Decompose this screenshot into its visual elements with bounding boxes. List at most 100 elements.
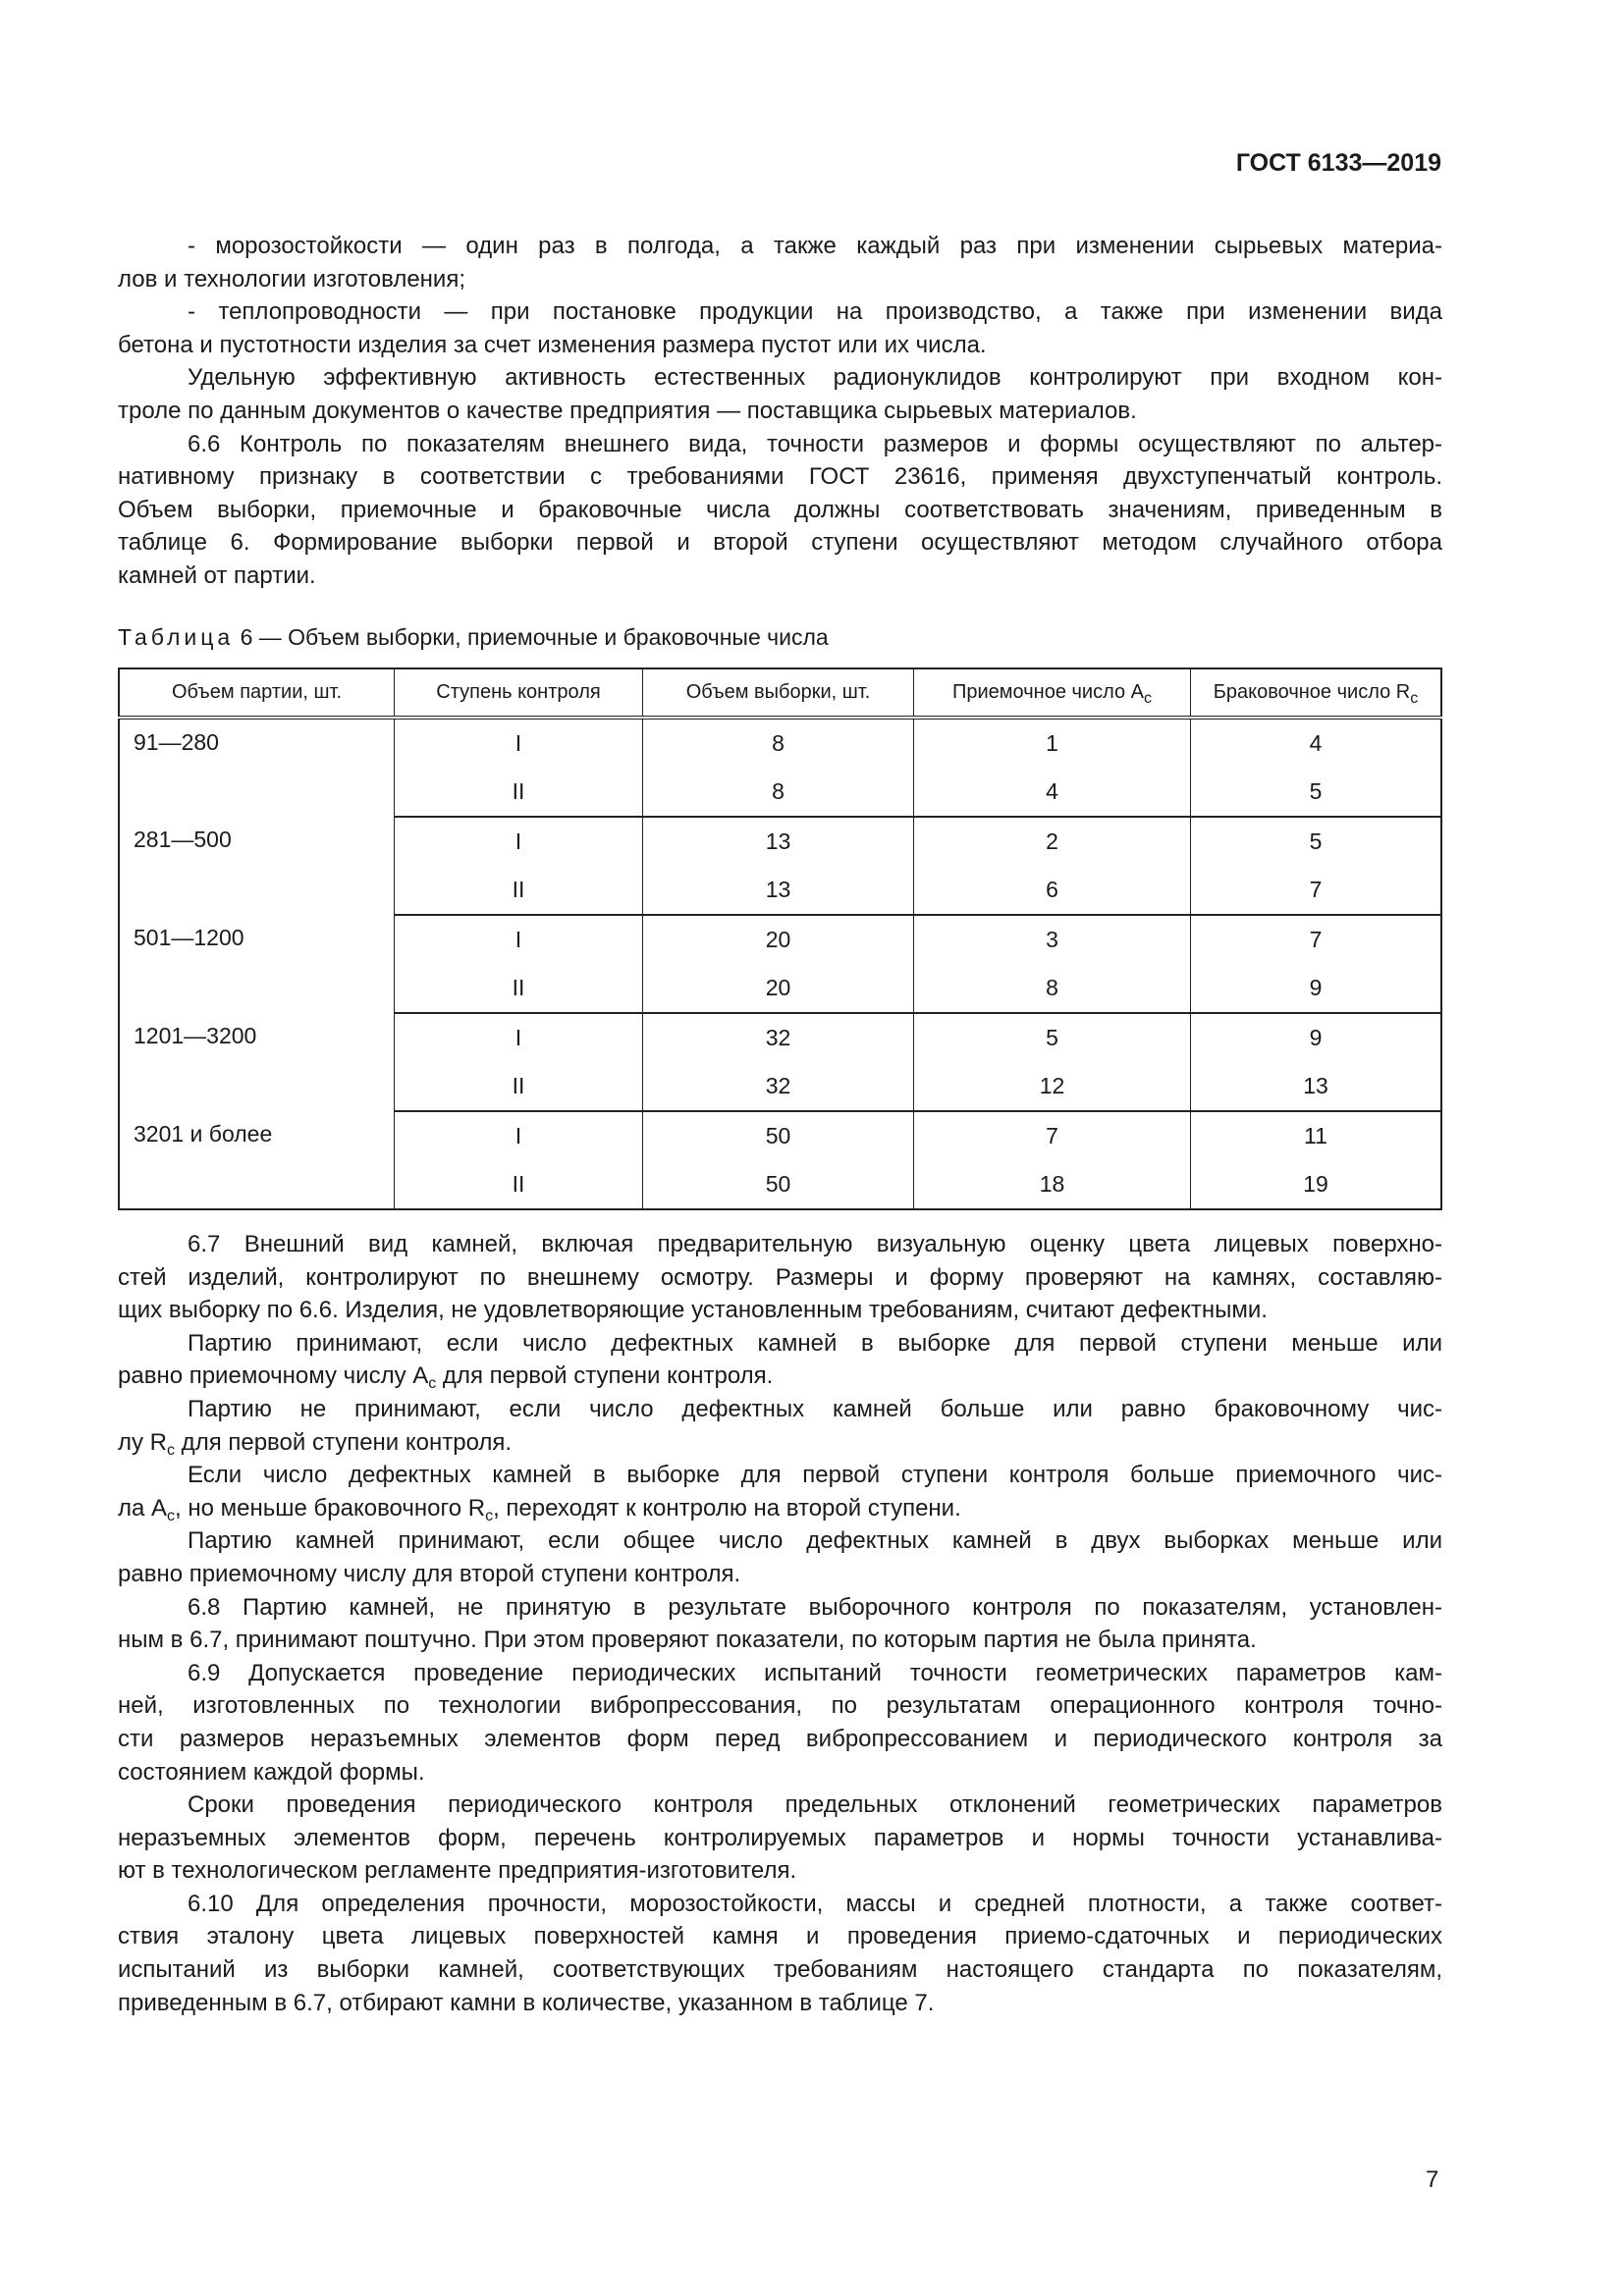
subscript: c (167, 1441, 176, 1459)
document-id: ГОСТ 6133—2019 (1235, 149, 1441, 177)
text-line: ным в 6.7, принимают поштучно. При этом … (118, 1627, 1257, 1654)
table-cell: 5 (913, 1013, 1191, 1062)
table-cell: I (394, 1111, 643, 1160)
table-cell: 50 (642, 1160, 914, 1210)
table-cell: 13 (642, 817, 914, 866)
text-line: Сроки проведения периодического контроля… (188, 1791, 1442, 1819)
col-rejection: Браковочное число Rc (1190, 667, 1442, 720)
text-before-table: - морозостойкости — один раз в полгода, … (118, 230, 1442, 593)
table-cell: 50 (642, 1111, 914, 1160)
table-cell: I (394, 718, 643, 768)
text-line: - теплопроводности — при постановке прод… (188, 298, 1442, 326)
table-cell: 3 (913, 915, 1191, 964)
text-line: испытаний из выборки камней, соответству… (118, 1956, 1442, 1984)
sampling-table: Объем партии, шт. Ступень контроля Объем… (118, 667, 1442, 1210)
subscript: c (167, 1507, 176, 1524)
table-row: 501—1200 I 20 3 7 (118, 915, 1442, 1013)
table-cell: 18 (913, 1160, 1191, 1210)
text-line: состоянием каждой формы. (118, 1758, 425, 1786)
table-cell: 20 (642, 915, 914, 964)
text-line: Партию камней принимают, если общее числ… (188, 1527, 1442, 1555)
table-row: II 32 12 13 (119, 1062, 1442, 1112)
text-line: Партию не принимают, если число дефектны… (188, 1395, 1442, 1422)
table-cell: 5 (1190, 817, 1442, 866)
table-row: 91—280 I 8 1 4 (118, 718, 1442, 817)
lot-size-cell: 3201 и более (118, 1111, 395, 1209)
table-cell: 8 (913, 964, 1191, 1014)
caption-text: 6 — Объем выборки, приемочные и браковоч… (234, 624, 829, 650)
table-cell: II (394, 1062, 643, 1112)
text-line: щих выборку по 6.6. Изделия, не удовлетв… (118, 1297, 1268, 1324)
table-cell: 19 (1190, 1160, 1442, 1210)
text-line: таблице 6. Формирование выборки первой и… (118, 529, 1442, 557)
text-line: ют в технологическом регламенте предприя… (118, 1857, 797, 1885)
lot-size-cell: 91—280 (118, 718, 395, 817)
table-cell: 13 (642, 866, 914, 916)
table-cell: 1 (913, 718, 1191, 768)
text-line: 6.10 Для определения прочности, морозост… (188, 1890, 1442, 1917)
table-cell: I (394, 1013, 643, 1062)
table-cell: 2 (913, 817, 1191, 866)
lot-size-cell: 281—500 (118, 817, 395, 915)
text-line: неразъемных элементов форм, перечень кон… (118, 1824, 1442, 1851)
text-line: стей изделий, контролируют по внешнему о… (118, 1263, 1442, 1291)
table-row: II 13 6 7 (119, 866, 1442, 916)
text-line: лов и технологии изготовления; (118, 265, 465, 293)
table-cell: 7 (1190, 915, 1442, 964)
table-row: 1201—3200 I 32 5 9 (118, 1013, 1442, 1111)
caption-label: Таблица (118, 624, 235, 650)
text-line: нативному признаку в соответствии с треб… (118, 463, 1442, 491)
table-row: 3201 и более I 50 7 11 (118, 1111, 1442, 1209)
table-cell: 6 (913, 866, 1191, 916)
lot-size-cell: 1201—3200 (118, 1013, 395, 1111)
table-cell: 32 (642, 1062, 914, 1112)
table-cell: 8 (642, 768, 914, 818)
table-cell: 9 (1190, 1013, 1442, 1062)
lot-size-cell: 501—1200 (118, 915, 395, 1013)
table-row: II 50 18 19 (119, 1160, 1442, 1210)
table-cell: 7 (1190, 866, 1442, 916)
text-line: сти размеров неразъемных элементов форм … (118, 1725, 1442, 1752)
table-cell: 12 (913, 1062, 1191, 1112)
page-number: 7 (1426, 2166, 1439, 2193)
table-cell: 9 (1190, 964, 1442, 1014)
table-cell: 5 (1190, 768, 1442, 818)
text-line: Объем выборки, приемочные и браковочные … (118, 496, 1442, 523)
text-line: Партию принимают, если число дефектных к… (188, 1329, 1442, 1357)
text-line: ла Ac, но меньше браковочного Rc, перехо… (118, 1494, 961, 1524)
table-cell: 4 (913, 768, 1191, 818)
table-cell: II (394, 1160, 643, 1210)
table-row: 281—500 I 13 2 5 (118, 817, 1442, 915)
table-cell: 32 (642, 1013, 914, 1062)
text-line: равно приемочному числу Ac для первой ст… (118, 1362, 774, 1393)
text-line: равно приемочному числу для второй ступе… (118, 1560, 741, 1587)
text-line: камней от партии. (118, 561, 316, 589)
text-line: 6.8 Партию камней, не принятую в результ… (188, 1593, 1442, 1621)
col-lot-size: Объем партии, шт. (118, 667, 395, 720)
col-acceptance: Приемочное число Ac (913, 667, 1191, 720)
text-line: ствия эталону цвета лицевых поверхностей… (118, 1923, 1442, 1950)
table-cell: 11 (1190, 1111, 1442, 1160)
text-line: 6.7 Внешний вид камней, включая предвари… (188, 1231, 1442, 1257)
table-cell: 20 (642, 964, 914, 1014)
table-cell: 8 (642, 718, 914, 768)
table-cell: II (394, 964, 643, 1014)
text-line: Удельную эффективную активность естестве… (188, 364, 1442, 392)
table-caption: Таблица 6 — Объем выборки, приемочные и … (118, 624, 829, 651)
table-cell: 7 (913, 1111, 1191, 1160)
col-stage: Ступень контроля (394, 667, 643, 720)
text-line: 6.6 Контроль по показателям внешнего вид… (188, 430, 1442, 457)
text-line: приведенным в 6.7, отбирают камни в коли… (118, 1989, 935, 2016)
table-cell: II (394, 866, 643, 916)
text-after-table: 6.7 Внешний вид камней, включая предвари… (118, 1228, 1442, 2019)
table-cell: 4 (1190, 718, 1442, 768)
text-line: Если число дефектных камней в выборке дл… (188, 1462, 1442, 1489)
subscript: c (428, 1375, 437, 1393)
table-cell: I (394, 915, 643, 964)
text-line: лу Rc для первой ступени контроля. (118, 1428, 513, 1459)
table-row: II 20 8 9 (119, 964, 1442, 1014)
table-row: II 8 4 5 (119, 768, 1442, 818)
table-cell: II (394, 768, 643, 818)
table-cell: 13 (1190, 1062, 1442, 1112)
text-line: 6.9 Допускается проведение периодических… (188, 1659, 1442, 1686)
